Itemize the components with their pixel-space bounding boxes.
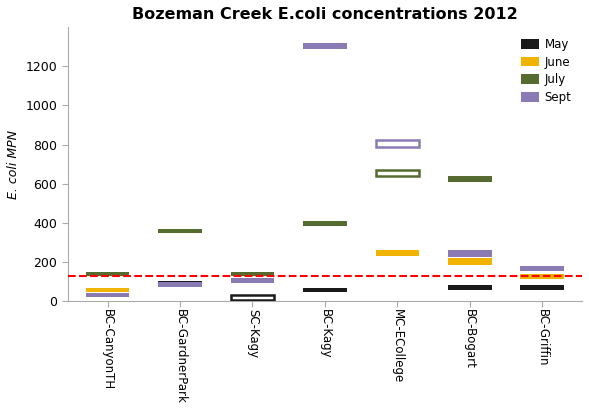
Bar — [448, 285, 491, 290]
Bar — [231, 272, 274, 276]
Bar — [86, 272, 130, 276]
Bar — [448, 249, 491, 257]
Title: Bozeman Creek E.coli concentrations 2012: Bozeman Creek E.coli concentrations 2012 — [132, 7, 518, 22]
Bar — [376, 250, 419, 256]
Bar — [521, 285, 564, 289]
Bar — [521, 274, 564, 279]
Bar — [158, 282, 202, 287]
Y-axis label: E. coli MPN: E. coli MPN — [7, 129, 20, 199]
Bar — [448, 258, 491, 265]
Bar — [303, 288, 347, 292]
Bar — [448, 176, 491, 182]
Bar — [86, 293, 130, 297]
Bar — [376, 140, 419, 147]
Legend: May, June, July, Sept: May, June, July, Sept — [516, 33, 576, 109]
Bar — [158, 229, 202, 233]
Bar — [86, 288, 130, 292]
Bar — [303, 43, 347, 49]
Bar — [231, 295, 274, 300]
Bar — [376, 170, 419, 176]
Bar — [521, 266, 564, 271]
Bar — [303, 221, 347, 226]
Bar — [231, 278, 274, 283]
Bar — [158, 281, 202, 284]
